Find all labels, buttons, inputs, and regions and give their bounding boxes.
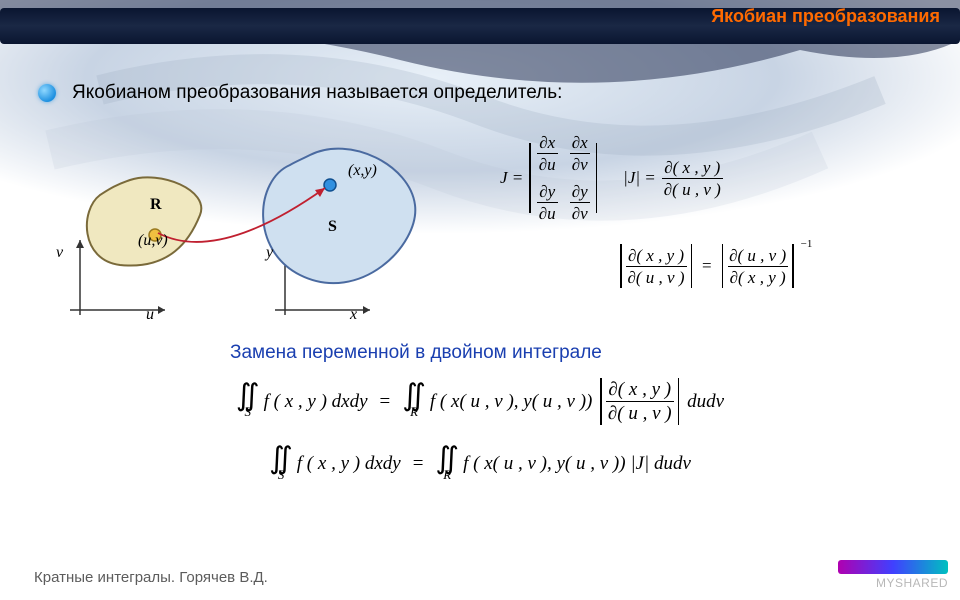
jacobian-formulas: J = ∂x∂u ∂x∂v ∂y∂u ∂y∂v |J| = ∂( x , y )…: [500, 130, 930, 306]
axis-y-label: y: [266, 244, 273, 262]
header-title: Якобиан преобразования: [711, 6, 940, 27]
bullet-dot: [38, 84, 56, 102]
axis-v-label: v: [56, 244, 63, 262]
footer-text: Кратные интегралы. Горячев В.Д.: [34, 569, 268, 586]
absJ-equals: |J| =: [623, 168, 656, 188]
subtitle: Замена переменной в двойном интеграле: [230, 342, 602, 364]
j-equals: J =: [500, 168, 523, 188]
axis-u-label: u: [146, 306, 154, 324]
intro-text: Якобианом преобразования называется опре…: [72, 82, 562, 104]
logo: MYSHARED: [838, 560, 948, 590]
point-uv-label: (u,v): [138, 232, 168, 250]
region-S-label: S: [328, 218, 337, 236]
region-R-label: R: [150, 196, 162, 214]
integral-formulas: ∬S f ( x , y ) dxdy = ∬R f ( x( u , v ),…: [130, 378, 830, 504]
mapping-diagram: R S (u,v) (x,y) v u y x: [50, 140, 450, 340]
axis-x-label: x: [350, 306, 357, 324]
point-xy-label: (x,y): [348, 162, 377, 180]
